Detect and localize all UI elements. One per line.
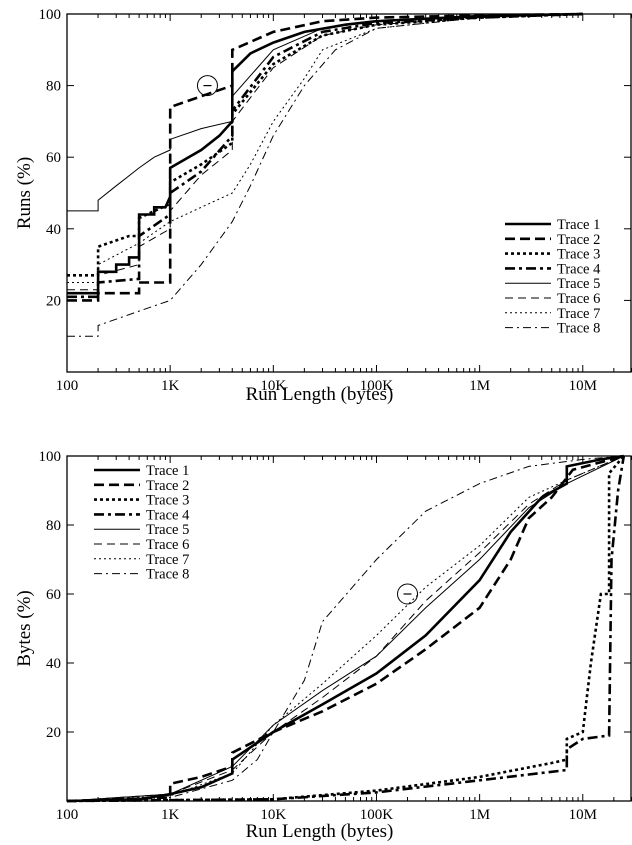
series-line-trace-5 bbox=[67, 13, 583, 212]
legend-label: Trace 7 bbox=[557, 306, 600, 322]
x-axis-title: Run Length (bytes) bbox=[246, 821, 394, 842]
x-tick-label: 100 bbox=[56, 378, 79, 394]
annotation-circle bbox=[397, 583, 419, 605]
series-line-trace-8 bbox=[66, 455, 624, 802]
series-line-trace-8 bbox=[67, 13, 583, 337]
legend-label: Trace 2 bbox=[146, 478, 189, 494]
x-tick-label: 10K bbox=[260, 807, 286, 823]
x-tick-label: 1K bbox=[161, 378, 180, 394]
y-tick-label: 100 bbox=[39, 449, 62, 465]
plot-frame bbox=[66, 455, 632, 802]
legend-label: Trace 1 bbox=[557, 217, 600, 233]
legend-label: Trace 6 bbox=[146, 537, 189, 553]
x-tick-label: 10M bbox=[569, 378, 597, 394]
x-tick-label: 100 bbox=[56, 807, 79, 823]
y-tick-label: 20 bbox=[46, 293, 61, 309]
series-line-trace-1 bbox=[67, 12, 583, 295]
y-tick-label: 60 bbox=[46, 150, 61, 166]
series-line-trace-1 bbox=[66, 454, 624, 803]
x-tick-label: 100K bbox=[360, 378, 394, 394]
series-line-trace-7 bbox=[67, 13, 583, 283]
series-line-trace-3 bbox=[66, 455, 625, 803]
y-tick-label: 60 bbox=[46, 587, 61, 603]
series-line-trace-2 bbox=[67, 12, 583, 302]
series-line-trace-6 bbox=[67, 13, 583, 291]
y-tick-label: 40 bbox=[46, 222, 61, 238]
legend-label: Trace 7 bbox=[146, 552, 189, 568]
x-tick-label: 1K bbox=[161, 807, 180, 823]
legend-label: Trace 8 bbox=[557, 321, 600, 337]
legend-label: Trace 6 bbox=[557, 291, 600, 307]
legend-label: Trace 5 bbox=[557, 276, 600, 292]
x-tick-label: 10K bbox=[260, 378, 286, 394]
plot-frame bbox=[66, 13, 632, 373]
series-line-trace-2 bbox=[66, 454, 625, 803]
annotation-circle bbox=[196, 75, 218, 97]
series-line-trace-4 bbox=[66, 455, 626, 803]
chart-2: 100 1K 10K 100K 1M 10M 20 40 60 80 100 Run Length (… bbox=[14, 449, 632, 842]
legend-label: Trace 4 bbox=[146, 507, 190, 523]
x-tick-label: 100K bbox=[360, 807, 394, 823]
y-tick-label: 40 bbox=[46, 656, 61, 672]
legend-label: Trace 5 bbox=[146, 522, 189, 538]
x-tick-label: 1M bbox=[469, 807, 490, 823]
legend-label: Trace 2 bbox=[557, 232, 600, 248]
legend-label: Trace 8 bbox=[146, 567, 189, 583]
y-axis-title: Bytes (%) bbox=[14, 590, 35, 667]
y-tick-label: 20 bbox=[46, 725, 61, 741]
chart-1: 100 1K 10K 100K 1M 10M 20 40 60 80 100 Run Length (… bbox=[14, 7, 632, 405]
y-tick-label: 80 bbox=[46, 79, 61, 95]
series-line-trace-4 bbox=[67, 12, 583, 299]
x-tick-label: 10M bbox=[569, 807, 597, 823]
series-line-trace-6 bbox=[66, 455, 624, 802]
y-tick-label: 100 bbox=[39, 7, 62, 23]
series-line-trace-3 bbox=[67, 12, 583, 277]
legend-label: Trace 3 bbox=[557, 247, 600, 263]
y-axis-title: Runs (%) bbox=[14, 157, 35, 229]
legend-label: Trace 1 bbox=[146, 463, 189, 479]
x-tick-label: 1M bbox=[469, 378, 490, 394]
legend-label: Trace 4 bbox=[557, 261, 601, 277]
legend-label: Trace 3 bbox=[146, 493, 189, 509]
y-tick-label: 80 bbox=[46, 518, 61, 534]
x-axis-title: Run Length (bytes) bbox=[246, 384, 394, 405]
